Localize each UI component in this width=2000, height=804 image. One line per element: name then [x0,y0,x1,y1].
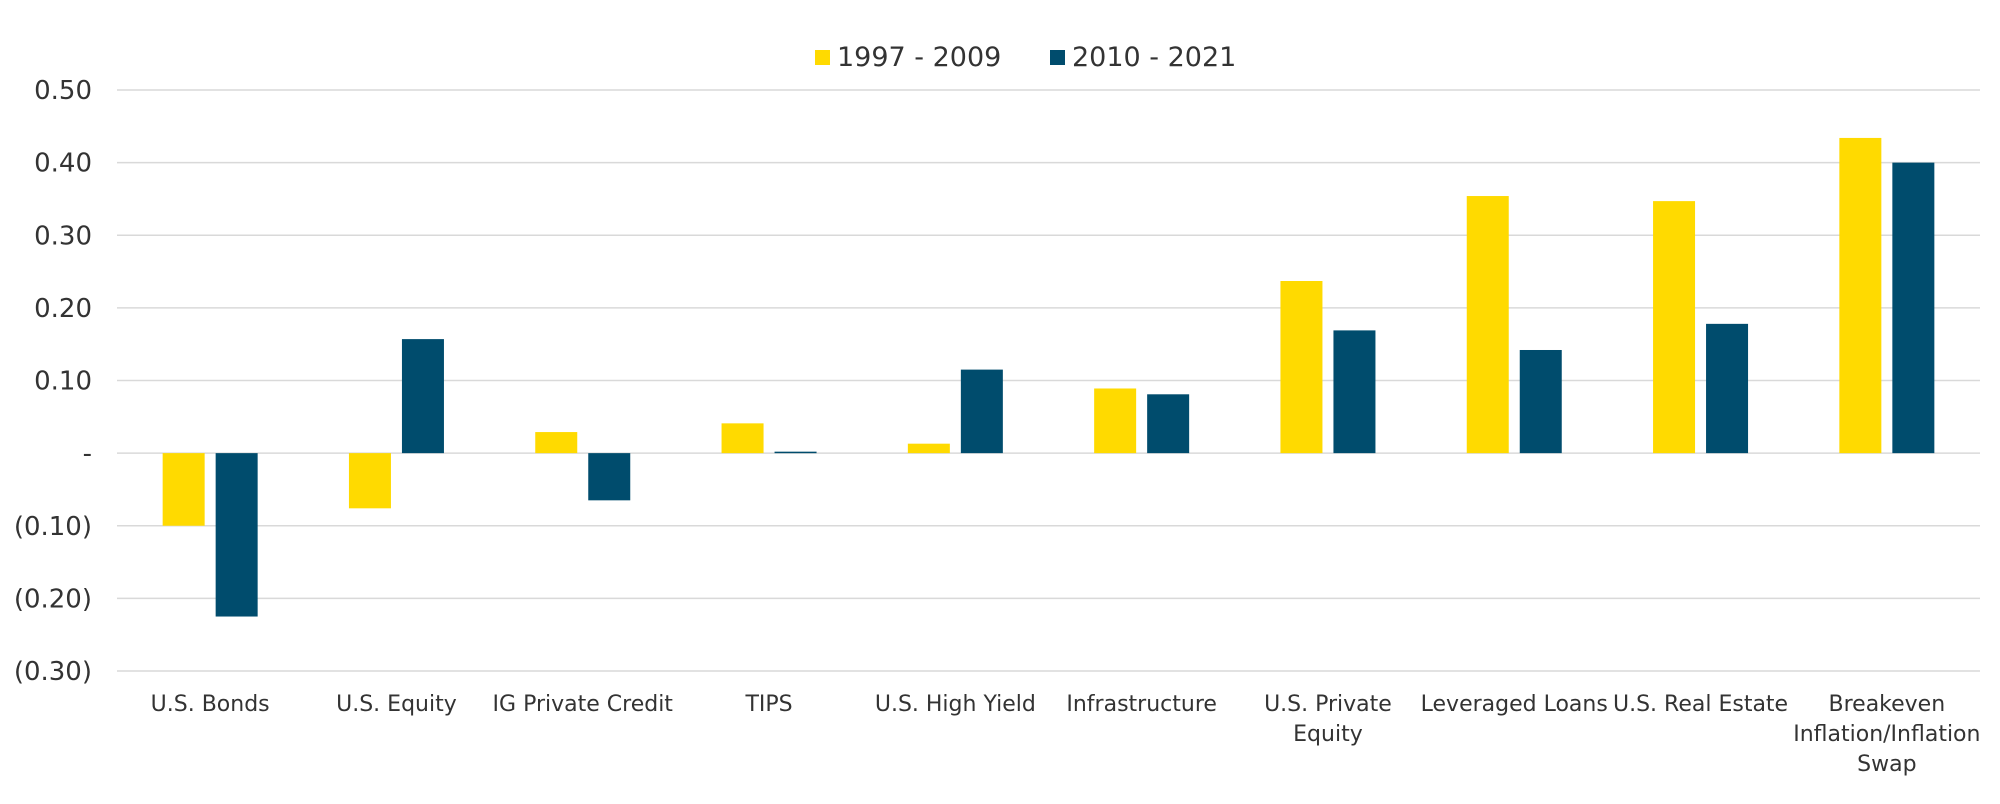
y-tick-label: 0.50 [34,76,92,106]
bar-series-1 [535,432,578,454]
bar-series-1 [162,453,205,526]
x-tick-label: U.S. High Yield [875,692,1036,717]
x-tick-label: U.S. Real Estate [1613,692,1788,717]
x-tick-label: Swap [1857,752,1916,777]
y-tick-label: 0.40 [34,149,92,179]
bar-series-2 [1519,349,1562,454]
x-tick-label: U.S. Private [1264,692,1392,717]
y-axis: 0.50 0.40 0.30 0.20 0.10 - (0.10) (0.20) (0.30) [14,76,92,687]
legend: 1997 - 2009 2010 - 2021 [815,42,1236,73]
x-tick-label: IG Private Credit [493,692,674,717]
y-tick-label: (0.30) [14,657,92,687]
x-tick-label: TIPS [744,692,792,717]
x-tick-label: Infrastructure [1066,692,1217,717]
bars [162,137,1935,617]
x-tick-label: Breakeven [1829,692,1946,717]
bar-series-1 [1653,201,1696,454]
bar-series-1 [907,443,950,454]
bar-series-1 [1094,388,1137,454]
bar-series-1 [721,423,764,454]
y-tick-label: 0.30 [34,221,92,251]
y-tick-label: - [83,439,92,469]
gridlines [117,89,1980,672]
x-tick-label: U.S. Equity [336,692,457,717]
x-tick-label: U.S. Bonds [151,692,270,717]
bar-series-1 [1280,281,1323,454]
legend-label: 2010 - 2021 [1072,42,1236,73]
bar-series-2 [1706,323,1749,454]
y-tick-label: (0.10) [14,512,92,542]
y-tick-label: 0.20 [34,294,92,324]
bar-series-2 [1147,394,1190,454]
bar-series-1 [348,453,391,509]
bar-series-2 [588,453,631,501]
x-tick-label: Leveraged Loans [1421,692,1608,717]
bar-series-2 [215,453,258,617]
bar-series-1 [1839,137,1882,454]
legend-label: 1997 - 2009 [837,42,1001,73]
y-tick-label: 0.10 [34,367,92,397]
x-tick-label: Inflation/Inflation [1793,722,1980,747]
bar-series-1 [1466,196,1509,454]
x-axis: U.S. Bonds U.S. Equity IG Private Credit TI… [151,692,1981,777]
bar-series-2 [1892,162,1935,454]
bar-series-2 [401,339,444,454]
x-tick-label: Equity [1293,722,1363,747]
legend-swatch [815,50,830,65]
legend-swatch [1050,50,1065,65]
bar-series-2 [1333,330,1376,454]
bar-series-2 [774,451,817,454]
y-tick-label: (0.20) [14,584,92,614]
bar-series-2 [960,369,1003,454]
